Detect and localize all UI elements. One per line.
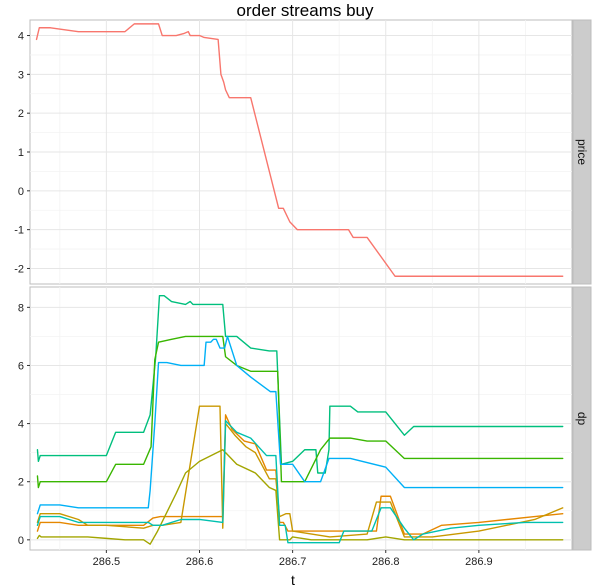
- y-tick-label: 4: [18, 419, 24, 431]
- y-tick-label: 1: [18, 147, 24, 159]
- y-tick-label: 6: [18, 360, 24, 372]
- panel-dp: 8 6 4 2 0 dp 286.5 286.6 286.7 286.8 286.9: [18, 286, 592, 568]
- series-line: [35, 23, 564, 277]
- y-tick-label: 2: [18, 108, 24, 120]
- x-axis-title: t: [291, 572, 295, 588]
- panel-background: [29, 286, 573, 551]
- y-tick-label: -1: [14, 225, 24, 237]
- x-tick-label: 286.7: [279, 556, 307, 568]
- series-line: [36, 295, 564, 474]
- facet-strip-label: price: [575, 139, 589, 165]
- facet-strip: [572, 286, 592, 551]
- y-tick-label: 0: [18, 535, 24, 547]
- panel-price: 4 3 2 1 0 -1 -2 price: [14, 19, 592, 285]
- y-tick-label: 8: [18, 302, 24, 314]
- series-line: [36, 419, 564, 544]
- y-tick-label: 3: [18, 69, 24, 81]
- x-tick-label: 286.8: [372, 556, 400, 568]
- chart-title: order streams buy: [237, 1, 374, 20]
- series-line: [36, 449, 564, 545]
- series-line: [36, 335, 564, 489]
- y-tick-label: -2: [14, 263, 24, 275]
- x-tick-label: 286.9: [465, 556, 493, 568]
- series-line: [36, 414, 564, 535]
- series-line: [36, 335, 564, 515]
- facet-strip-label: dp: [575, 412, 589, 426]
- x-tick-label: 286.5: [93, 556, 121, 568]
- y-tick-label: 0: [18, 186, 24, 198]
- facet-strip: [572, 19, 592, 285]
- y-tick-label: 4: [18, 31, 24, 43]
- y-tick-label: 2: [18, 477, 24, 489]
- series-line: [36, 405, 564, 538]
- x-tick-label: 286.6: [186, 556, 214, 568]
